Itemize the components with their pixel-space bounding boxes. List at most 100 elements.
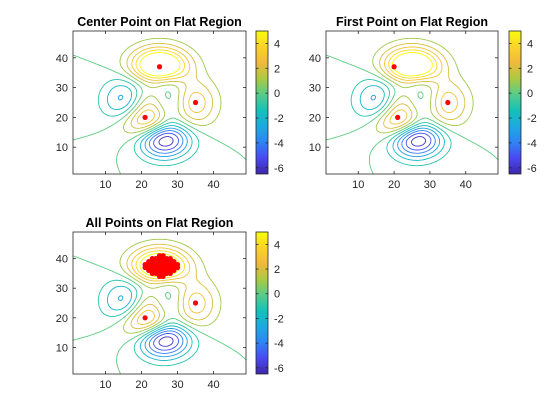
contour-level-line bbox=[153, 132, 179, 151]
y-tick-label: 30 bbox=[56, 83, 68, 95]
colorbar: 4 2 0 -2 -4 -6 bbox=[255, 231, 284, 375]
contour-level-line bbox=[359, 85, 445, 161]
y-tick-label: 10 bbox=[56, 342, 68, 354]
colorbar-tick-label: 4 bbox=[274, 239, 280, 251]
y-tick-label: 10 bbox=[56, 142, 68, 154]
contour-level-line bbox=[326, 54, 498, 174]
flat-region-point bbox=[146, 258, 152, 265]
contour-level-line bbox=[370, 94, 441, 158]
y-tick-label: 10 bbox=[309, 142, 321, 154]
contour-level-line bbox=[73, 255, 246, 374]
flat-region-point bbox=[153, 256, 159, 262]
colorbar: 4 2 0 -2 -4 -6 bbox=[255, 30, 284, 175]
contour-level-line bbox=[148, 330, 184, 354]
contour-level-line bbox=[97, 79, 200, 167]
x-tick-label: 10 bbox=[352, 179, 364, 191]
markers bbox=[391, 64, 451, 120]
marker-point bbox=[192, 99, 199, 106]
contour-level-line bbox=[158, 336, 174, 347]
x-tick-label: 10 bbox=[99, 179, 111, 191]
flat-region-point bbox=[174, 261, 181, 268]
contour-level-line bbox=[131, 247, 206, 325]
contour-level-line bbox=[411, 136, 427, 147]
y-tick-label: 40 bbox=[56, 254, 68, 266]
colorbar-tick-label: -4 bbox=[274, 338, 284, 350]
y-tick-label: 30 bbox=[309, 83, 321, 95]
colorbar-box bbox=[508, 30, 522, 175]
contour-level-line bbox=[119, 37, 222, 134]
contour-level-line bbox=[139, 52, 181, 77]
colorbar-gradient bbox=[509, 31, 521, 174]
x-tick-label: 40 bbox=[460, 179, 472, 191]
colorbar-tick-label: -6 bbox=[527, 163, 537, 175]
markers bbox=[142, 253, 199, 321]
contour-level-line bbox=[106, 285, 193, 361]
marker-point bbox=[142, 114, 148, 120]
colorbar-gradient bbox=[256, 31, 268, 174]
contour-level-line bbox=[117, 295, 188, 358]
axes-box bbox=[72, 231, 247, 375]
marker-point bbox=[445, 99, 451, 106]
contour-level-line bbox=[119, 238, 222, 334]
colorbar-tick-label: 0 bbox=[274, 289, 280, 301]
axes-box bbox=[325, 30, 499, 175]
contour-level-line bbox=[388, 49, 438, 79]
x-tick-label: 20 bbox=[135, 179, 147, 191]
flat-region-point bbox=[171, 258, 177, 265]
chart-title: All Points on Flat Region bbox=[86, 216, 234, 230]
y-tick-label: 40 bbox=[309, 53, 321, 65]
y-tick-label: 40 bbox=[56, 53, 68, 65]
contour-level-line bbox=[384, 46, 458, 125]
axis-ticks: 10 20 30 40 10 20 30 40 bbox=[56, 232, 246, 391]
contour-lines bbox=[73, 37, 246, 174]
contour-level-line bbox=[73, 54, 246, 174]
axis-ticks: 10 20 30 40 10 20 30 40 bbox=[56, 31, 246, 191]
colorbar-gradient bbox=[256, 232, 268, 374]
contour-level-line bbox=[392, 52, 433, 77]
marker-point bbox=[395, 114, 401, 120]
flat-region-point bbox=[156, 253, 163, 259]
marker-point bbox=[391, 64, 397, 70]
contour-level-line bbox=[135, 250, 186, 280]
axes-box bbox=[72, 30, 247, 175]
colorbar-tick-label: 2 bbox=[527, 63, 533, 75]
marker-point bbox=[142, 315, 148, 321]
contour-level-line bbox=[126, 42, 214, 129]
contour-level-line bbox=[126, 243, 214, 330]
x-tick-label: 20 bbox=[388, 179, 400, 191]
contour-level-line bbox=[405, 132, 432, 151]
contour-level-line bbox=[106, 85, 193, 161]
colorbar-box bbox=[255, 30, 269, 175]
contour-level-line bbox=[148, 130, 184, 154]
contour-level-line bbox=[117, 94, 188, 158]
contour-level-line bbox=[135, 49, 186, 79]
contour-level-line bbox=[153, 333, 179, 351]
flat-region-point bbox=[149, 256, 155, 262]
contour-level-line bbox=[97, 279, 200, 367]
marker-point bbox=[156, 64, 163, 70]
flat-region-point bbox=[160, 253, 166, 259]
contour-level-line bbox=[372, 37, 474, 134]
colorbar-tick-label: 4 bbox=[274, 38, 280, 50]
colorbar-tick-label: 0 bbox=[274, 88, 280, 100]
colorbar-tick-label: -2 bbox=[274, 313, 284, 325]
marker-point bbox=[192, 300, 199, 306]
contour-level-line bbox=[350, 79, 452, 167]
contour-level-line bbox=[379, 42, 466, 129]
colorbar-tick-label: 0 bbox=[527, 88, 533, 100]
flat-region-point bbox=[142, 261, 148, 268]
x-tick-label: 30 bbox=[171, 179, 183, 191]
colorbar-tick-label: -4 bbox=[527, 138, 537, 150]
x-tick-label: 30 bbox=[424, 179, 436, 191]
x-tick-label: 20 bbox=[135, 379, 147, 391]
y-tick-label: 30 bbox=[56, 283, 68, 295]
markers bbox=[142, 64, 199, 120]
colorbar-box bbox=[255, 231, 269, 375]
y-tick-label: 20 bbox=[56, 112, 68, 124]
colorbar-tick-label: 2 bbox=[274, 264, 280, 276]
